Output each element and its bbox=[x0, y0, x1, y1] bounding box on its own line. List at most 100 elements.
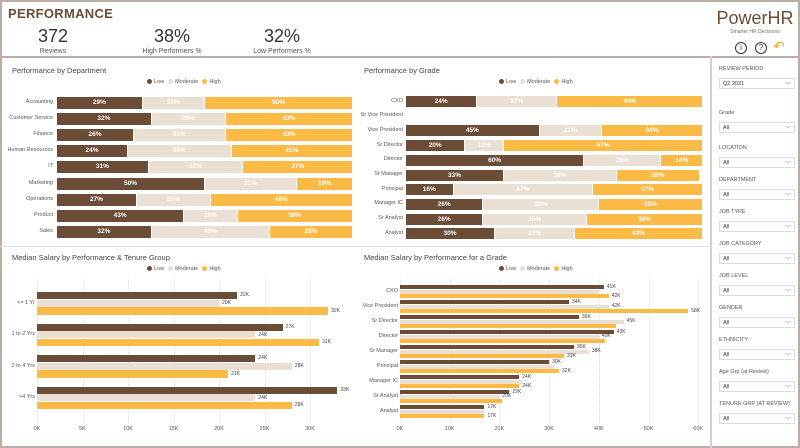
bar-segment-high[interactable]: 43% bbox=[225, 129, 353, 142]
bar-segment-high[interactable]: 35% bbox=[599, 198, 703, 210]
bar-segment-low[interactable]: 20% bbox=[406, 140, 466, 152]
bar-segment-high[interactable]: 34% bbox=[602, 125, 703, 137]
bar-segment-moderate[interactable]: 40% bbox=[151, 225, 271, 238]
bar-segment-high[interactable]: 37% bbox=[243, 161, 353, 174]
bar-segment-moderate[interactable]: 31% bbox=[133, 129, 226, 142]
bar-high[interactable] bbox=[400, 369, 560, 374]
bar-segment-low[interactable]: 32% bbox=[57, 225, 152, 238]
bar-segment-low[interactable]: 31% bbox=[57, 161, 149, 174]
bar-segment-low[interactable]: 26% bbox=[57, 129, 134, 142]
filter-dropdown[interactable]: All ﹀ bbox=[719, 413, 795, 424]
bar-high[interactable] bbox=[400, 384, 520, 389]
bar-segment-high[interactable]: 50% bbox=[205, 97, 353, 109]
bar-segment-moderate[interactable]: 25% bbox=[151, 113, 226, 126]
bar-moderate[interactable] bbox=[400, 349, 589, 354]
bar-low[interactable] bbox=[37, 355, 256, 363]
bar-segment-moderate[interactable]: 25% bbox=[136, 193, 211, 206]
bar-high[interactable] bbox=[37, 338, 320, 347]
bar-segment-moderate[interactable]: 38% bbox=[504, 169, 617, 181]
bar-segment-moderate[interactable]: 27% bbox=[477, 96, 558, 107]
bar-segment-low[interactable]: 45% bbox=[406, 125, 540, 137]
bar-segment-moderate[interactable]: 39% bbox=[483, 198, 600, 210]
bar-segment-high[interactable]: 19% bbox=[296, 177, 353, 190]
bar-segment-low[interactable]: 50% bbox=[57, 177, 205, 190]
bar-segment-moderate[interactable]: 18% bbox=[184, 209, 238, 222]
bar-low[interactable] bbox=[400, 345, 574, 350]
legend-item-high[interactable]: High bbox=[554, 79, 573, 85]
bar-segment-low[interactable]: 16% bbox=[406, 184, 454, 196]
bar-moderate[interactable] bbox=[400, 289, 599, 294]
bar-segment-moderate[interactable]: 21% bbox=[142, 97, 205, 109]
bar-segment-moderate[interactable]: 35% bbox=[128, 145, 232, 158]
bar-low[interactable] bbox=[400, 375, 520, 380]
bar-segment-high[interactable]: 43% bbox=[225, 113, 353, 126]
bar-high[interactable] bbox=[37, 401, 292, 410]
bar-segment-low[interactable]: 30% bbox=[406, 228, 496, 240]
legend-item-moderate[interactable]: Moderate bbox=[520, 79, 550, 85]
bar-segment-low[interactable]: 43% bbox=[57, 209, 185, 222]
bar-segment-high[interactable]: 14% bbox=[661, 154, 703, 166]
back-arrow-icon[interactable]: ↶ bbox=[773, 38, 785, 54]
bar-moderate[interactable] bbox=[37, 299, 219, 307]
bar-segment-moderate[interactable]: 32% bbox=[148, 161, 244, 174]
bar-segment-high[interactable]: 28% bbox=[616, 169, 701, 181]
filter-dropdown[interactable]: All ﹀ bbox=[719, 122, 795, 133]
bar-segment-low[interactable]: 24% bbox=[406, 96, 478, 107]
legend-item-high[interactable]: High bbox=[202, 266, 221, 272]
legend-item-low[interactable]: Low bbox=[499, 266, 516, 272]
bar-segment-moderate[interactable]: 27% bbox=[495, 228, 576, 240]
bar-high[interactable] bbox=[37, 307, 329, 315]
legend-item-high[interactable]: High bbox=[202, 79, 221, 85]
bar-low[interactable] bbox=[37, 386, 338, 394]
bar-segment-high[interactable]: 48% bbox=[210, 193, 353, 206]
bar-segment-low[interactable]: 26% bbox=[406, 198, 484, 210]
legend-item-moderate[interactable]: Moderate bbox=[168, 79, 198, 85]
bar-moderate[interactable] bbox=[400, 304, 609, 309]
bar-segment-moderate[interactable]: 13% bbox=[465, 140, 504, 152]
filter-dropdown[interactable]: All ﹀ bbox=[719, 285, 795, 296]
bar-segment-moderate[interactable]: 26% bbox=[584, 154, 662, 166]
bar-segment-low[interactable]: 26% bbox=[406, 213, 484, 225]
bar-segment-low[interactable]: 33% bbox=[406, 169, 504, 181]
bar-segment-low[interactable]: 24% bbox=[57, 145, 129, 158]
bar-segment-high[interactable]: 28% bbox=[270, 225, 353, 238]
bar-moderate[interactable] bbox=[37, 394, 256, 402]
filter-dropdown[interactable]: All ﹀ bbox=[719, 221, 795, 232]
legend-item-moderate[interactable]: Moderate bbox=[520, 266, 550, 272]
bar-low[interactable] bbox=[400, 300, 569, 305]
bar-segment-high[interactable]: 49% bbox=[557, 96, 703, 107]
bar-segment-low[interactable]: 60% bbox=[406, 154, 585, 166]
legend-item-low[interactable]: Low bbox=[147, 266, 164, 272]
bar-moderate[interactable] bbox=[400, 334, 599, 339]
legend-item-low[interactable]: Low bbox=[147, 79, 164, 85]
bar-segment-high[interactable]: 67% bbox=[504, 140, 703, 152]
bar-high[interactable] bbox=[400, 309, 689, 314]
bar-segment-low[interactable]: 32% bbox=[57, 113, 152, 126]
bar-segment-moderate[interactable]: 21% bbox=[539, 125, 602, 137]
bar-segment-high[interactable]: 37% bbox=[593, 184, 703, 196]
bar-segment-low[interactable]: 27% bbox=[57, 193, 137, 206]
bar-high[interactable] bbox=[400, 399, 502, 404]
bar-low[interactable] bbox=[400, 285, 604, 290]
legend-item-high[interactable]: High bbox=[554, 266, 573, 272]
bar-low[interactable] bbox=[37, 292, 238, 300]
help-icon[interactable]: ? bbox=[755, 42, 767, 54]
bar-high[interactable] bbox=[400, 324, 617, 329]
bar-low[interactable] bbox=[400, 390, 510, 395]
bar-segment-moderate[interactable]: 31% bbox=[205, 177, 297, 190]
bar-high[interactable] bbox=[400, 294, 609, 299]
bar-segment-high[interactable]: 41% bbox=[231, 145, 353, 158]
bar-moderate[interactable] bbox=[400, 319, 624, 324]
filter-dropdown[interactable]: All ﹀ bbox=[719, 381, 795, 392]
bar-moderate[interactable] bbox=[400, 409, 485, 414]
bar-moderate[interactable] bbox=[400, 394, 500, 399]
filter-dropdown[interactable]: Q2 2021 ﹀ bbox=[719, 78, 795, 89]
bar-low[interactable] bbox=[400, 405, 485, 410]
bar-low[interactable] bbox=[400, 360, 550, 365]
filter-dropdown[interactable]: All ﹀ bbox=[719, 189, 795, 200]
info-icon[interactable]: i bbox=[735, 42, 747, 54]
bar-high[interactable] bbox=[37, 370, 229, 378]
bar-moderate[interactable] bbox=[400, 379, 522, 384]
bar-low[interactable] bbox=[400, 315, 579, 320]
bar-segment-high[interactable]: 43% bbox=[575, 228, 703, 240]
